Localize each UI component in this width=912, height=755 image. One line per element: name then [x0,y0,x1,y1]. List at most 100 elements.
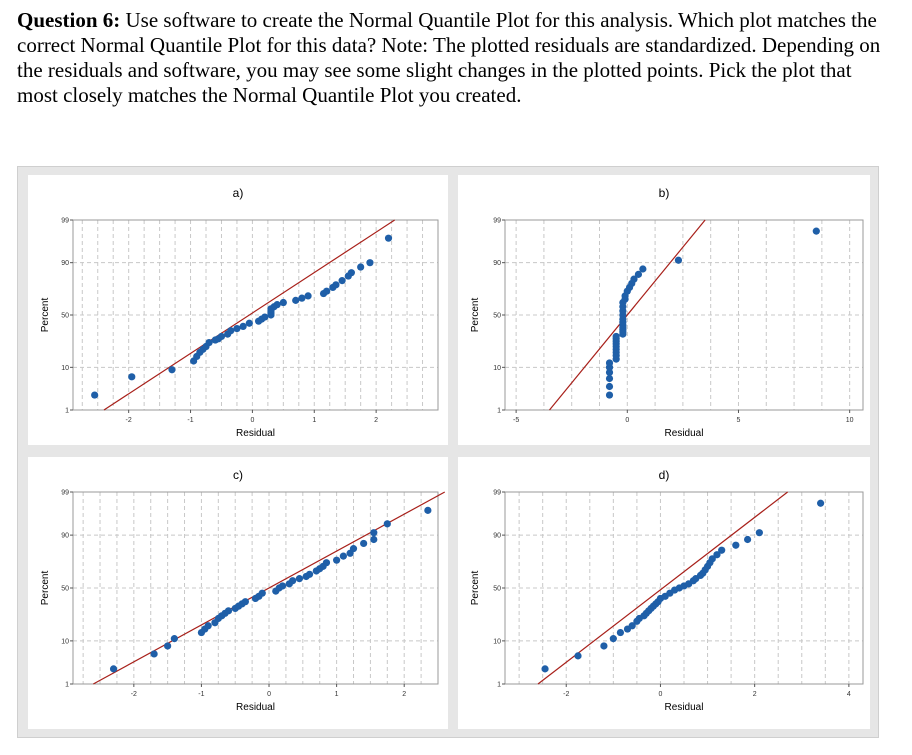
data-point [205,338,213,347]
data-point [605,382,614,391]
data-point [674,256,683,264]
data-point [204,622,212,630]
y-tick-label: 50 [493,586,501,593]
data-point [295,575,304,583]
data-point [305,570,314,578]
data-point [333,556,341,564]
data-point [128,373,136,381]
x-tick-label: 2 [374,417,378,424]
data-point [755,529,763,537]
y-tick-label: 90 [493,260,501,267]
x-tick-label: 4 [847,691,851,698]
data-point [600,642,608,650]
data-point [168,366,176,374]
data-point [91,391,99,399]
data-point [628,622,636,630]
y-tick-label: 1 [497,408,501,415]
fit-line [537,491,788,685]
data-point [616,628,625,637]
y-tick-label: 10 [61,638,69,645]
x-tick-label: 5 [737,417,741,424]
x-tick-label: 0 [625,417,629,424]
y-axis-label: Percent [470,298,481,333]
data-point [347,269,355,277]
x-tick-label: -2 [126,417,132,424]
data-point [322,559,331,567]
data-point [605,359,614,367]
data-point [605,391,614,399]
x-tick-label: 10 [846,417,854,424]
data-point [609,635,617,643]
question-body: Use software to create the Normal Quanti… [17,8,881,107]
y-tick-label: 10 [493,365,501,372]
data-point [574,652,582,660]
data-point [289,577,297,585]
data-point [339,552,347,560]
x-tick-label: 0 [658,691,662,698]
data-point [732,541,740,549]
data-point [349,545,358,553]
y-tick-label: 50 [493,313,501,320]
y-tick-label: 90 [493,533,501,540]
data-point [304,292,312,300]
x-tick-label: 1 [312,417,316,424]
data-point [634,270,643,278]
chart-panel-3: c) -2 -1 0 1 2 1 10 50 90 99 Residual Percent [28,457,448,729]
data-point [639,265,647,273]
data-point [743,535,752,544]
y-tick-label: 1 [497,682,501,689]
y-tick-label: 1 [65,408,69,415]
data-point [370,529,378,537]
y-tick-label: 50 [61,586,69,593]
x-tick-label: 0 [267,691,271,698]
data-point [383,520,391,528]
chart-panel-1: a) -2 -1 0 1 2 1 10 50 90 99 Residual Percent [28,175,448,445]
data-point [366,259,374,267]
data-point [224,607,233,615]
chart-title: d) [659,468,670,482]
panel-background [28,457,448,729]
y-tick-label: 99 [61,218,69,225]
x-tick-label: 0 [250,417,254,424]
y-tick-label: 10 [61,365,69,372]
data-point [332,281,340,289]
y-tick-label: 10 [493,638,501,645]
question-label: Question 6: [17,8,121,32]
data-point [338,277,346,285]
panel-background [458,175,870,445]
data-point [278,582,287,590]
fit-line [103,219,396,411]
data-point [292,296,300,304]
x-axis-label: Residual [236,702,275,713]
data-point [150,650,158,658]
data-point [233,324,241,333]
chart-title: c) [233,468,243,482]
x-tick-label: -2 [563,691,569,698]
data-point [817,499,825,507]
data-point [384,234,393,242]
y-tick-label: 99 [493,490,501,497]
data-point [541,665,549,673]
x-tick-label: 1 [335,691,339,698]
chart-title: b) [659,186,670,200]
y-tick-label: 1 [65,682,69,689]
x-axis-label: Residual [665,702,704,713]
data-point [261,313,269,321]
data-point [241,598,249,606]
x-tick-label: 2 [402,691,406,698]
data-point [217,332,226,341]
chart-panel-2: b) -5 0 5 10 1 10 50 90 99 Residual Percent [458,175,870,445]
x-tick-label: -1 [198,691,204,698]
chart-title: a) [233,186,244,200]
data-point [424,506,432,514]
data-point [170,635,178,643]
x-axis-label: Residual [665,428,704,439]
data-point [357,263,365,271]
x-tick-label: -5 [513,417,519,424]
data-point [227,327,235,335]
data-point [164,642,172,650]
data-point [605,368,614,376]
data-point [323,287,331,295]
y-axis-label: Percent [40,571,51,606]
x-tick-label: 2 [753,691,757,698]
